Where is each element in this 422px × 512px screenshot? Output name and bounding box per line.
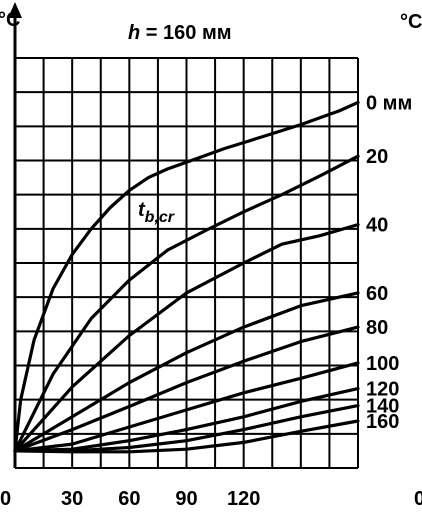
axes (8, 2, 22, 468)
series-line (13, 154, 360, 453)
curves (13, 100, 360, 454)
series-label: 0 мм (366, 92, 412, 114)
annotation-sub: b,cr (145, 209, 175, 226)
x-tick-label: 120 (227, 488, 260, 510)
y-unit-left: °C (0, 9, 20, 31)
series-line (13, 419, 360, 454)
series-label: 40 (366, 215, 388, 237)
series-label: 60 (366, 283, 388, 305)
series-line (13, 325, 360, 453)
x-tick-label: 30 (61, 488, 83, 510)
series-line (13, 291, 360, 453)
chart-title: h = 160 мм (128, 22, 232, 44)
y-axis-arrow (8, 2, 22, 18)
series-label: 100 (366, 353, 399, 375)
annotation-main: t (138, 199, 146, 221)
x-right-label: 0 (414, 488, 422, 510)
series-label: 80 (366, 317, 388, 339)
series-line (13, 387, 360, 453)
series-line (13, 361, 360, 453)
series-label: 140 (366, 396, 399, 418)
series-label: 120 (366, 379, 399, 401)
x-tick-label: 0 (0, 488, 11, 510)
y-unit-right: °C (400, 11, 422, 33)
curve-annotation: tb,cr (138, 199, 175, 226)
series-label: 20 (366, 146, 388, 168)
title-value: = 160 мм (140, 22, 231, 44)
series-line (13, 223, 360, 453)
title-variable: h (128, 22, 140, 44)
x-tick-labels: 0 30 60 90 120 (0, 488, 260, 510)
x-tick-label: 90 (175, 488, 197, 510)
grid (15, 57, 359, 469)
series-line (13, 100, 360, 453)
series-label: 160 (366, 411, 399, 433)
x-tick-label: 60 (118, 488, 140, 510)
